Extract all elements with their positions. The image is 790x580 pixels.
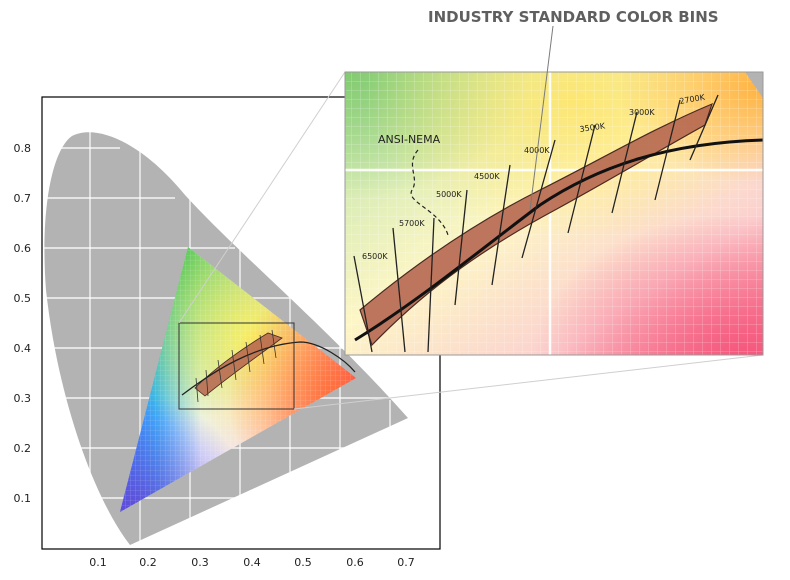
cct-label-5000k: 5000K — [436, 190, 462, 199]
x-tick: 0.3 — [191, 556, 209, 569]
cct-label-3500k: 3500K — [579, 121, 606, 134]
y-tick: 0.3 — [14, 392, 32, 405]
cct-label-4500k: 4500K — [474, 172, 500, 181]
mini-color-bins — [194, 332, 283, 397]
cct-label-3000k: 3000K — [629, 108, 655, 117]
zoom-source-box — [178, 322, 295, 410]
y-tick: 0.6 — [14, 242, 32, 255]
cct-isotherms — [353, 94, 719, 353]
x-axis-ticks: 0.1 0.2 0.3 0.4 0.5 0.6 0.7 — [89, 556, 415, 569]
cct-label-6500k: 6500K — [362, 252, 388, 261]
x-tick: 0.2 — [139, 556, 157, 569]
y-tick: 0.7 — [14, 192, 32, 205]
x-tick: 0.4 — [243, 556, 261, 569]
zoom-inset: ANSI-NEMA 6500K 5700K 5000K 4500K 4000K … — [345, 72, 763, 355]
ansi-nema-label: ANSI-NEMA — [378, 133, 441, 146]
x-tick: 0.5 — [294, 556, 312, 569]
x-tick: 0.1 — [89, 556, 107, 569]
x-tick: 0.7 — [397, 556, 415, 569]
y-tick: 0.8 — [14, 142, 32, 155]
mini-cct-lines — [195, 329, 277, 403]
y-axis-ticks: 0.8 0.7 0.6 0.5 0.4 0.3 0.2 0.1 — [14, 142, 32, 505]
x-tick: 0.6 — [346, 556, 364, 569]
y-tick: 0.2 — [14, 442, 32, 455]
blackbody-curve — [354, 138, 763, 342]
zoom-inset-frame — [344, 71, 764, 356]
y-tick: 0.4 — [14, 342, 32, 355]
callout-title: INDUSTRY STANDARD COLOR BINS — [428, 8, 719, 26]
zoom-connectors — [178, 71, 764, 410]
callout-leader — [529, 25, 554, 211]
y-tick: 0.5 — [14, 292, 32, 305]
ansi-leader — [410, 149, 449, 236]
cct-label-5700k: 5700K — [399, 219, 425, 228]
y-tick: 0.1 — [14, 492, 32, 505]
